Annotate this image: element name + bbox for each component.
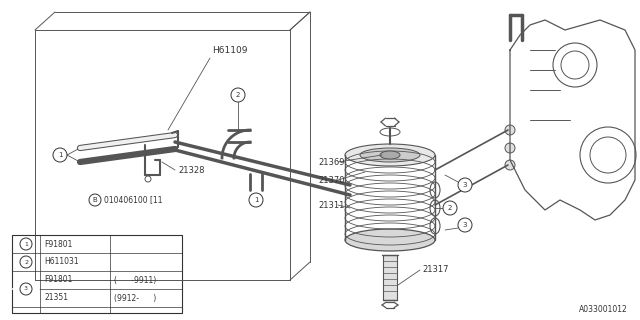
Text: 3: 3 <box>463 182 467 188</box>
Text: 21328: 21328 <box>178 165 205 174</box>
Circle shape <box>231 88 245 102</box>
Text: 2: 2 <box>236 92 240 98</box>
Text: F91801: F91801 <box>44 239 72 249</box>
Bar <box>12 235 182 313</box>
Text: 010406100 [11: 010406100 [11 <box>104 196 163 204</box>
Text: H611031: H611031 <box>44 258 79 267</box>
Text: 2: 2 <box>24 260 28 265</box>
Text: 21369: 21369 <box>318 157 344 166</box>
Circle shape <box>458 178 472 192</box>
Text: 1: 1 <box>253 197 259 203</box>
Ellipse shape <box>360 148 420 162</box>
Text: A033001012: A033001012 <box>579 305 628 314</box>
Circle shape <box>443 201 457 215</box>
Text: B: B <box>93 197 97 203</box>
Text: (      -9911): ( -9911) <box>114 276 156 284</box>
Circle shape <box>53 148 67 162</box>
Text: 21351: 21351 <box>44 293 68 302</box>
Circle shape <box>20 238 32 250</box>
Text: H61109: H61109 <box>212 46 248 55</box>
Circle shape <box>20 283 32 295</box>
Text: 21311: 21311 <box>318 201 344 210</box>
Text: 3: 3 <box>24 286 28 292</box>
Text: 1: 1 <box>24 242 28 246</box>
Text: 1: 1 <box>58 152 62 158</box>
Ellipse shape <box>345 229 435 251</box>
Circle shape <box>505 143 515 153</box>
Circle shape <box>505 160 515 170</box>
Text: 21317: 21317 <box>422 266 449 275</box>
Ellipse shape <box>345 144 435 166</box>
Circle shape <box>249 193 263 207</box>
Text: F91801: F91801 <box>44 276 72 284</box>
Text: (9912-      ): (9912- ) <box>114 293 156 302</box>
Circle shape <box>20 256 32 268</box>
Circle shape <box>458 218 472 232</box>
Text: 21370: 21370 <box>318 175 344 185</box>
Bar <box>383 255 397 300</box>
Text: 3: 3 <box>463 222 467 228</box>
Ellipse shape <box>380 151 400 159</box>
Text: 2: 2 <box>448 205 452 211</box>
Circle shape <box>505 125 515 135</box>
